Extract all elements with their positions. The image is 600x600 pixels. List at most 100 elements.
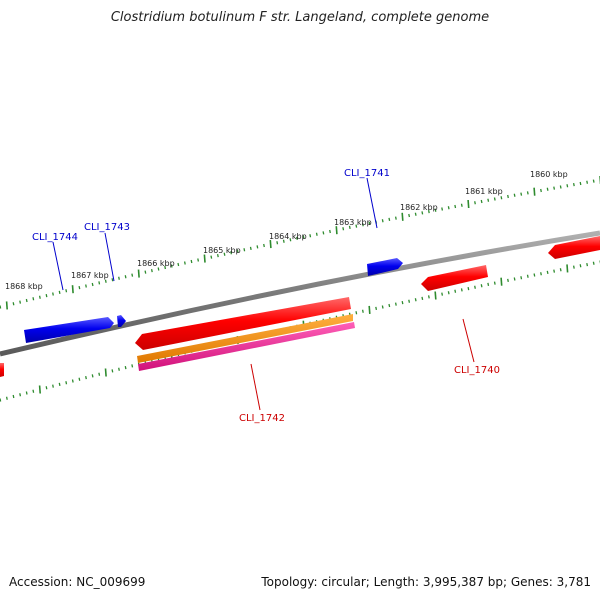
outer-minor-tick <box>361 223 364 227</box>
inner-minor-tick <box>52 384 54 388</box>
inner-minor-tick <box>441 292 444 296</box>
inner-minor-tick <box>454 289 457 293</box>
outer-minor-tick <box>19 300 22 304</box>
scale-label-1867: 1867 kbp <box>71 271 109 280</box>
gene-offscreen-left-arrow[interactable] <box>0 363 4 377</box>
outer-minor-tick <box>210 255 213 259</box>
inner-minor-tick <box>526 274 529 278</box>
inner-minor-tick <box>91 374 94 378</box>
outer-minor-tick <box>322 231 325 235</box>
outer-minor-tick <box>65 289 68 293</box>
outer-minor-tick <box>216 253 219 258</box>
outer-minor-tick <box>111 278 114 282</box>
label-cli-1740[interactable]: CLI_1740 <box>454 365 500 376</box>
outer-minor-tick <box>381 219 384 223</box>
outer-minor-tick <box>249 246 252 251</box>
inner-minor-tick <box>394 302 397 306</box>
outer-minor-tick <box>289 238 292 242</box>
outer-minor-tick <box>507 194 509 199</box>
inner-minor-tick <box>487 282 490 287</box>
outer-minor-tick <box>98 281 101 285</box>
inner-minor-tick <box>520 276 523 280</box>
label-cli-1741[interactable]: CLI_1741 <box>344 168 390 179</box>
outer-minor-tick <box>12 302 15 306</box>
outer-minor-tick <box>78 285 81 290</box>
inner-minor-tick <box>493 281 496 285</box>
scale-label-1868: 1868 kbp <box>5 282 43 291</box>
outer-minor-tick <box>572 182 575 187</box>
outer-minor-tick <box>282 239 285 243</box>
outer-minor-tick <box>368 221 371 226</box>
inner-minor-tick <box>381 305 384 309</box>
outer-minor-tick <box>309 234 312 238</box>
gene-cli-1741-arrow[interactable] <box>367 258 403 276</box>
outer-major-tick <box>533 187 536 196</box>
gene-cli-1744-arrow[interactable] <box>24 317 114 343</box>
inner-minor-tick <box>579 264 582 268</box>
outer-minor-tick <box>197 258 200 262</box>
inner-minor-tick <box>559 268 562 272</box>
leader-cli-1742 <box>250 363 261 411</box>
genome-stats-text: Topology: circular; Length: 3,995,387 bp… <box>261 575 591 589</box>
inner-minor-tick <box>421 296 424 301</box>
outer-minor-tick <box>315 232 318 236</box>
gene-cli-1740-arrow[interactable] <box>421 265 488 291</box>
gene-cli-1742-magenta-feature[interactable] <box>138 322 355 371</box>
inner-minor-tick <box>375 306 378 311</box>
outer-minor-tick <box>124 275 127 279</box>
outer-minor-tick <box>263 243 265 248</box>
inner-minor-tick <box>5 396 8 400</box>
inner-minor-tick <box>85 375 87 380</box>
outer-minor-tick <box>296 236 298 241</box>
inner-major-tick <box>38 385 41 394</box>
outer-minor-tick <box>223 252 226 256</box>
outer-minor-tick <box>164 265 167 270</box>
label-cli-1744[interactable]: CLI_1744 <box>32 232 78 243</box>
outer-major-tick <box>467 199 470 209</box>
inner-minor-tick <box>98 372 101 376</box>
outer-major-tick <box>5 301 8 310</box>
outer-minor-tick <box>144 270 147 274</box>
outer-minor-tick <box>355 224 358 228</box>
inner-minor-tick <box>592 261 595 265</box>
outer-minor-tick <box>441 207 444 211</box>
outer-minor-tick <box>553 186 556 190</box>
leader-cli-1744 <box>52 241 64 291</box>
outer-minor-tick <box>500 196 503 200</box>
inner-minor-tick <box>361 309 364 313</box>
leader-cli-1741 <box>366 177 378 229</box>
outer-minor-tick <box>342 227 345 231</box>
outer-minor-tick <box>236 249 239 253</box>
outer-major-tick <box>137 269 140 278</box>
inner-minor-tick <box>124 365 127 370</box>
outer-minor-tick <box>131 273 134 277</box>
inner-minor-tick <box>355 311 358 315</box>
inner-minor-tick <box>507 278 509 283</box>
outer-minor-tick <box>58 290 61 295</box>
outer-minor-tick <box>414 212 417 216</box>
inner-minor-tick <box>414 298 417 302</box>
scale-label-1860: 1860 kbp <box>530 170 568 179</box>
outer-minor-tick <box>526 191 529 195</box>
gene-offscreen-right-arrow[interactable] <box>548 236 600 259</box>
page-title: Clostridium botulinum F str. Langeland, … <box>110 10 490 25</box>
outer-minor-tick <box>474 201 476 205</box>
outer-minor-tick <box>170 264 173 268</box>
gene-cli-1742-arrow[interactable] <box>135 297 351 350</box>
outer-minor-tick <box>85 284 87 288</box>
outer-minor-tick <box>0 305 2 309</box>
outer-minor-tick <box>150 268 153 273</box>
outer-minor-tick <box>421 211 424 215</box>
forward-strand-genes <box>24 258 403 343</box>
label-cli-1742[interactable]: CLI_1742 <box>239 413 285 424</box>
gene-cli-1743-arrow[interactable] <box>117 315 126 327</box>
outer-minor-tick <box>45 293 48 298</box>
gene-labels: CLI_1744 CLI_1743 CLI_1741 CLI_1742 CLI_… <box>32 168 500 424</box>
outer-minor-tick <box>118 276 120 280</box>
outer-minor-tick <box>460 203 463 207</box>
gene-cli-1742-orange-feature[interactable] <box>137 314 353 363</box>
scale-label-1862: 1862 kbp <box>400 203 438 212</box>
label-cli-1743[interactable]: CLI_1743 <box>84 222 130 233</box>
inner-minor-tick <box>111 369 114 373</box>
outer-minor-tick <box>480 199 483 204</box>
